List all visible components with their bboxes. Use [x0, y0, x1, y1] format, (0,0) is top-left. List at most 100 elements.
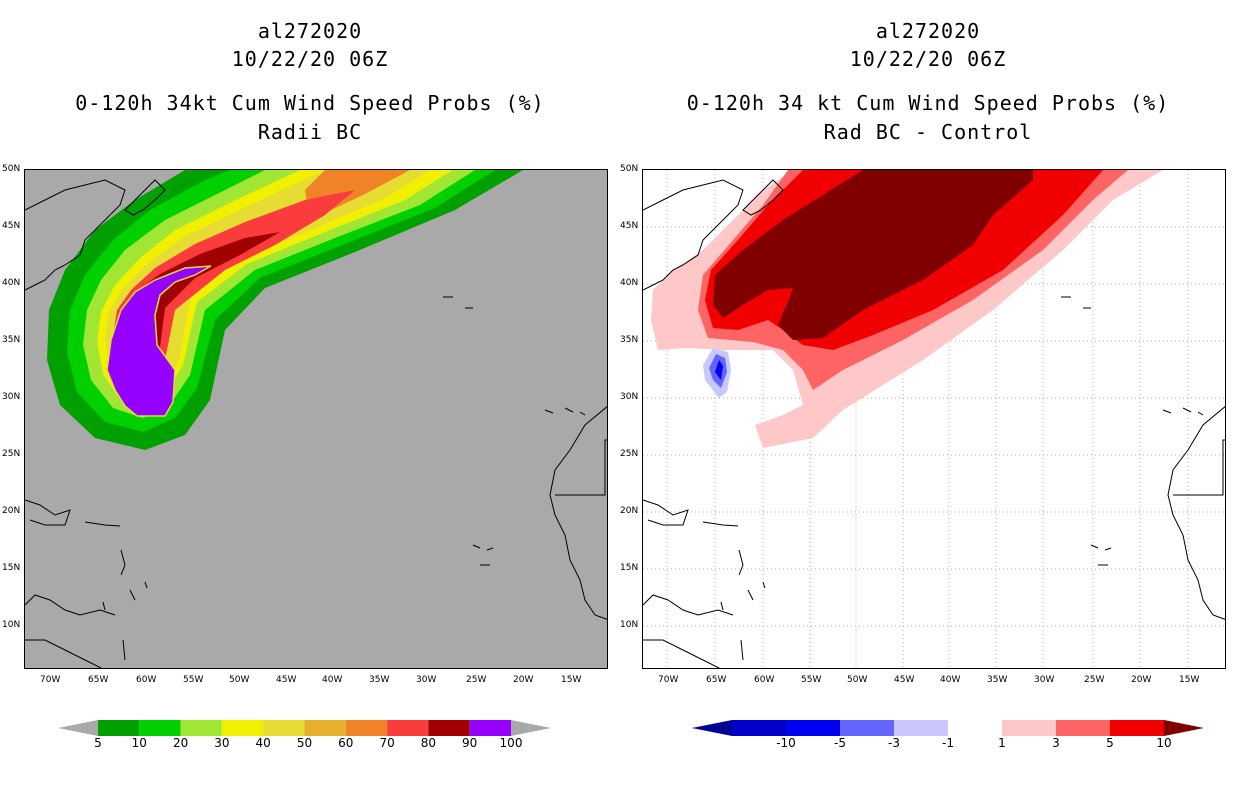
lon-label: 45W [894, 675, 915, 685]
colorbar-label: 10 [131, 736, 147, 750]
right-title-storm: al272020 [875, 19, 981, 43]
lon-label: 45W [276, 675, 297, 685]
colorbar-label: -5 [834, 736, 846, 750]
colorbar-swatch [428, 720, 470, 736]
colorbar-swatch [98, 720, 140, 736]
lon-label: 40W [940, 675, 961, 685]
colorbar-swatch [304, 720, 346, 736]
lon-label: 70W [40, 675, 61, 685]
right-map-panel [642, 169, 1226, 669]
right-title-product: 0-120h 34 kt Cum Wind Speed Probs (%) [686, 91, 1170, 115]
lat-label: 20N [2, 506, 21, 516]
colorbar-label: 80 [420, 736, 437, 750]
coastlines [25, 179, 607, 668]
diff-contour-10 [713, 170, 1033, 340]
lat-label: 30N [2, 392, 21, 402]
lat-label: 15N [2, 563, 21, 573]
lat-label: 30N [620, 392, 639, 402]
colorbar-label: -1 [942, 736, 954, 750]
colorbar-label: 20 [172, 736, 189, 750]
left-title-storm: al272020 [257, 19, 363, 43]
colorbar-label: 5 [94, 736, 102, 750]
prob-contour-100 [106, 265, 212, 417]
colorbar-swatch [948, 720, 1002, 736]
left-map-svg [25, 170, 607, 668]
colorbar-swatch [1002, 720, 1056, 736]
lat-label: 20N [620, 506, 639, 516]
colorbar-label: 50 [296, 736, 313, 750]
lat-label: 10N [2, 620, 21, 630]
lat-label: 25N [620, 449, 639, 459]
left-title-date: 10/22/20 06Z [231, 47, 389, 71]
colorbar-swatch [469, 720, 511, 736]
colorbar-swatch [263, 720, 305, 736]
lon-label: 70W [658, 675, 679, 685]
lat-label: 25N [2, 449, 21, 459]
colorbar-swatch [180, 720, 222, 736]
diff-contour-neg-10 [715, 360, 723, 380]
lat-label: 50N [620, 164, 639, 174]
lat-label: 40N [2, 278, 21, 288]
colorbar-swatch [221, 720, 264, 736]
colorbar-end-left [58, 720, 98, 736]
colorbar-end-right [511, 720, 551, 736]
lon-label: 40W [322, 675, 343, 685]
lon-label: 25W [1084, 675, 1105, 685]
lon-label: 15W [561, 675, 582, 685]
left-colorbar [58, 720, 551, 736]
left-map-panel [24, 169, 608, 669]
lon-label: 50W [847, 675, 868, 685]
lat-label: 50N [2, 164, 21, 174]
right-map-svg [643, 170, 1225, 668]
colorbar-swatch [840, 720, 894, 736]
lat-label: 45N [2, 221, 21, 231]
lon-label: 55W [183, 675, 204, 685]
colorbar-label: 1 [998, 736, 1006, 750]
lat-label: 35N [620, 335, 639, 345]
lon-label: 55W [801, 675, 822, 685]
colorbar-end-right [1164, 720, 1204, 736]
colorbar-swatch [387, 720, 429, 736]
lon-label: 20W [1131, 675, 1152, 685]
lon-label: 30W [416, 675, 437, 685]
lat-label: 15N [620, 563, 639, 573]
colorbar-label: 5 [1106, 736, 1114, 750]
left-title-product: 0-120h 34kt Cum Wind Speed Probs (%) [75, 91, 545, 115]
lat-label: 45N [620, 221, 639, 231]
lon-label: 30W [1034, 675, 1055, 685]
lat-label: 40N [620, 278, 639, 288]
right-colorbar [692, 720, 1204, 736]
lat-label: 10N [620, 620, 639, 630]
coastlines [643, 179, 1225, 668]
right-title-date: 10/22/20 06Z [849, 47, 1007, 71]
lon-label: 60W [754, 675, 775, 685]
prob-contour-30 [97, 170, 453, 408]
colorbar-end-left [692, 720, 732, 736]
colorbar-swatch [1110, 720, 1164, 736]
colorbar-label: 90 [462, 736, 478, 750]
colorbar-swatch [1056, 720, 1110, 736]
colorbar-swatch [345, 720, 388, 736]
colorbar-label: -10 [776, 736, 796, 750]
lon-label: 50W [229, 675, 250, 685]
colorbar-label: -3 [888, 736, 900, 750]
lon-label: 35W [369, 675, 390, 685]
colorbar-label: 100 [499, 736, 523, 750]
colorbar-label: 30 [214, 736, 230, 750]
colorbar-label: 3 [1052, 736, 1060, 750]
lon-label: 25W [466, 675, 487, 685]
colorbar-swatch [786, 720, 840, 736]
lon-label: 35W [987, 675, 1008, 685]
lon-label: 15W [1179, 675, 1200, 685]
right-title-subtitle: Rad BC - Control [823, 120, 1033, 144]
lon-label: 65W [88, 675, 109, 685]
colorbar-label: 70 [379, 736, 395, 750]
colorbar-swatch [139, 720, 181, 736]
colorbar-swatch [894, 720, 948, 736]
lon-label: 65W [706, 675, 727, 685]
colorbar-label: 60 [338, 736, 354, 750]
colorbar-label: 40 [255, 736, 271, 750]
lat-label: 35N [2, 335, 21, 345]
left-title-subtitle: Radii BC [257, 120, 363, 144]
colorbar-label: 10 [1156, 736, 1172, 750]
